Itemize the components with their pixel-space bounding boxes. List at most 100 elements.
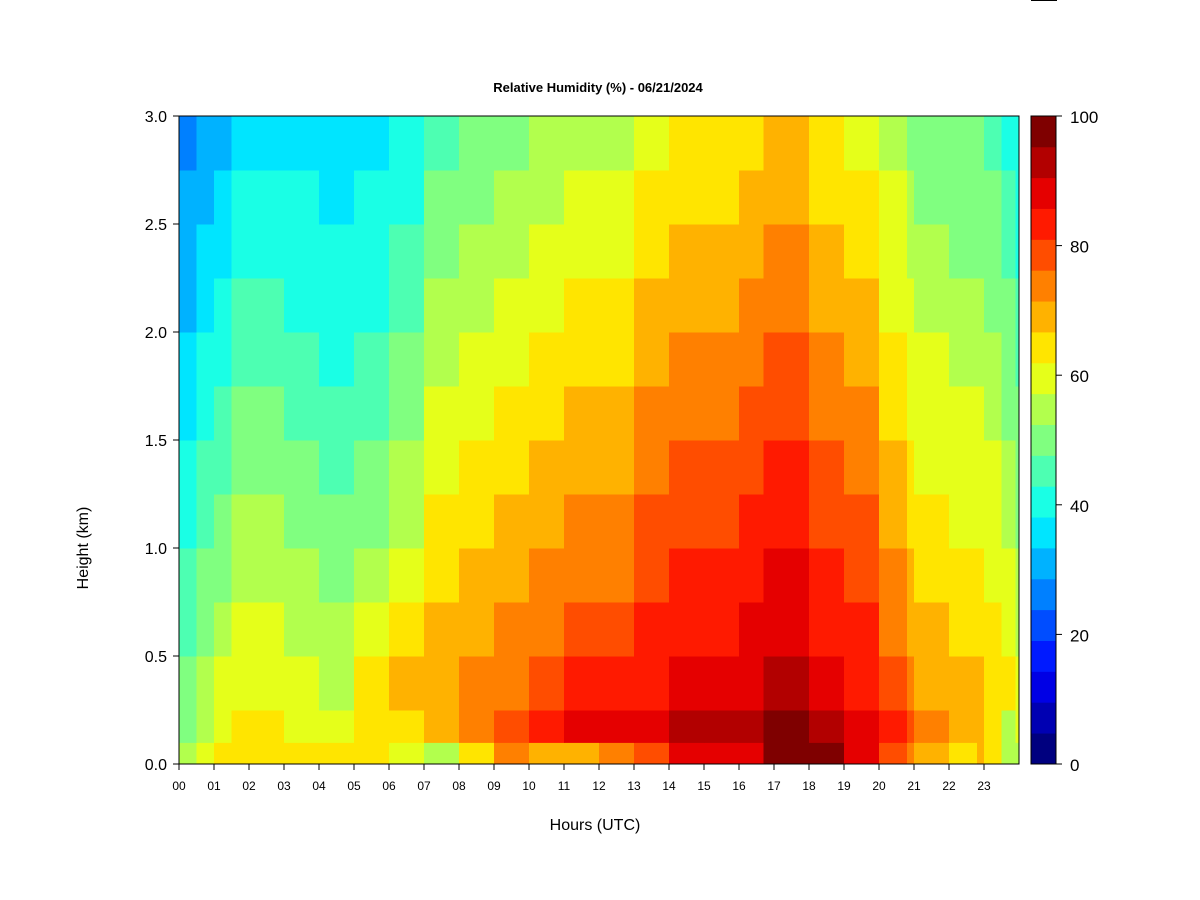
heatmap-cell [739, 494, 764, 549]
heatmap-cell [914, 656, 950, 711]
heatmap-cell [494, 224, 530, 279]
heatmap-cell [249, 742, 285, 765]
heatmap-cell [1001, 656, 1016, 711]
x-tick-label: 15 [697, 779, 711, 793]
heatmap-cell [1001, 224, 1016, 279]
heatmap-cell [1001, 742, 1016, 765]
heatmap-cell [564, 278, 600, 333]
heatmap-cell [354, 224, 390, 279]
heatmap-cell [564, 742, 600, 765]
heatmap-cell [319, 440, 355, 495]
heatmap-cell [459, 278, 495, 333]
heatmap-cell [763, 116, 775, 171]
x-tick-label: 09 [487, 779, 501, 793]
heatmap-cell [494, 602, 530, 657]
heatmap-cell [977, 278, 985, 333]
heatmap-cell [634, 224, 670, 279]
heatmap-cell [914, 332, 950, 387]
heatmap-cell [809, 602, 845, 657]
heatmap-cell [984, 494, 1002, 549]
heatmap-cell [914, 742, 950, 765]
heatmap-cell [249, 170, 285, 225]
heatmap-cell [319, 224, 355, 279]
heatmap-cell [599, 224, 635, 279]
heatmap-cell [704, 386, 740, 441]
heatmap-cell [354, 116, 390, 171]
heatmap-cell [774, 116, 810, 171]
heatmap-cell [763, 332, 775, 387]
heatmap-cell [214, 710, 232, 743]
heatmap-cell [214, 494, 232, 549]
heatmap-cell [914, 494, 950, 549]
heatmap-cell [984, 278, 1002, 333]
heatmap-cell [669, 386, 705, 441]
heatmap-cell [599, 742, 635, 765]
heatmap-cell [249, 710, 285, 743]
y-tick-label: 1.0 [145, 541, 167, 558]
heatmap-cell [879, 332, 908, 387]
heatmap-cell [763, 494, 775, 549]
heatmap-cell [1001, 602, 1016, 657]
heatmap-cell [634, 170, 670, 225]
heatmap-cell [529, 742, 565, 765]
heatmap-cell [319, 386, 355, 441]
heatmap-cell [389, 742, 425, 765]
heatmap-cell [977, 656, 985, 711]
colorbar-segment [1031, 548, 1056, 580]
heatmap-cell [1001, 440, 1016, 495]
heatmap-cell [459, 710, 495, 743]
heatmap-cell [704, 710, 740, 743]
heatmap-cell [977, 332, 985, 387]
heatmap-cell [977, 548, 985, 603]
heatmap-cell [977, 116, 985, 171]
heatmap-cell [231, 386, 250, 441]
heatmap-cell [634, 278, 670, 333]
heatmap-cell [704, 278, 740, 333]
heatmap-cell [231, 548, 250, 603]
chart-title: Relative Humidity (%) - 06/21/2024 [493, 80, 703, 95]
heatmap-cell [1001, 332, 1016, 387]
heatmap-cell [249, 224, 285, 279]
heatmap-cell [529, 332, 565, 387]
heatmap-cell [844, 742, 880, 765]
heatmap-cell [949, 332, 978, 387]
y-tick-label: 0.5 [145, 649, 167, 666]
colorbar-segment [1031, 671, 1056, 703]
heatmap-cell [739, 386, 764, 441]
heatmap-cell [179, 602, 197, 657]
heatmap-cell [354, 656, 390, 711]
x-tick-label: 16 [732, 779, 746, 793]
x-tick-label: 14 [662, 779, 676, 793]
heatmap-cell [907, 386, 915, 441]
heatmap-cell [879, 656, 908, 711]
heatmap-cell [564, 710, 600, 743]
colorbar-tick-label: 80 [1070, 238, 1089, 257]
heatmap-cell [319, 278, 355, 333]
heatmap-cell [774, 494, 810, 549]
heatmap-cell [564, 548, 600, 603]
x-tick-label: 07 [417, 779, 431, 793]
heatmap-cell [1015, 170, 1020, 225]
heatmap-cell [774, 332, 810, 387]
heatmap-cell [354, 278, 390, 333]
heatmap-cell [231, 440, 250, 495]
heatmap-plot [179, 116, 1020, 765]
heatmap-cell [879, 170, 908, 225]
heatmap-cell [319, 742, 355, 765]
heatmap-cell [1015, 494, 1020, 549]
heatmap-cell [879, 602, 908, 657]
heatmap-cell [844, 602, 880, 657]
heatmap-cell [599, 548, 635, 603]
colorbar-segment [1031, 424, 1056, 456]
heatmap-cell [1015, 548, 1020, 603]
heatmap-cell [249, 548, 285, 603]
heatmap-cell [179, 710, 197, 743]
heatmap-cell [529, 494, 565, 549]
heatmap-cell [319, 332, 355, 387]
heatmap-cell [809, 278, 845, 333]
heatmap-cell [214, 224, 232, 279]
heatmap-cell [879, 710, 908, 743]
heatmap-cell [249, 494, 285, 549]
heatmap-cell [424, 742, 460, 765]
heatmap-cell [284, 332, 320, 387]
